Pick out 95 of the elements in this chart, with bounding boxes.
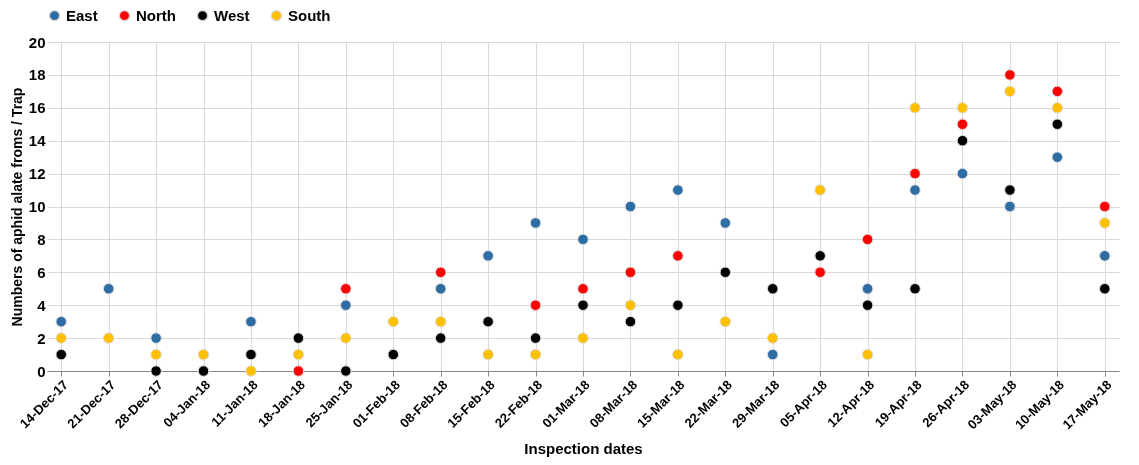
point xyxy=(529,217,542,229)
point xyxy=(624,299,637,311)
point xyxy=(1051,102,1064,114)
point xyxy=(861,283,874,295)
x-axis-title: Inspection dates xyxy=(524,440,643,458)
point xyxy=(434,283,447,295)
point xyxy=(245,348,257,361)
point xyxy=(292,332,305,344)
point xyxy=(150,348,162,361)
y-tick-label: 0 xyxy=(37,362,46,380)
point xyxy=(577,332,589,344)
point xyxy=(292,365,305,377)
y-tick-label: 8 xyxy=(37,230,46,248)
point xyxy=(434,315,447,328)
point xyxy=(766,348,779,361)
y-tick-label: 2 xyxy=(37,329,46,347)
point xyxy=(956,167,969,180)
point xyxy=(482,315,494,328)
point xyxy=(1004,200,1016,213)
point xyxy=(719,315,732,328)
point xyxy=(387,348,400,361)
point xyxy=(150,365,162,377)
point xyxy=(150,332,162,344)
point xyxy=(387,315,400,328)
point xyxy=(672,348,684,361)
point xyxy=(197,365,210,377)
point xyxy=(340,332,352,344)
point xyxy=(1099,200,1111,213)
point xyxy=(814,266,826,279)
y-tick-label: 14 xyxy=(28,132,47,150)
y-tick-label: 18 xyxy=(28,66,46,84)
legend-label: West xyxy=(214,6,250,24)
point xyxy=(529,348,542,361)
point xyxy=(624,315,637,328)
point xyxy=(340,283,352,295)
y-tick-label: 6 xyxy=(37,263,46,281)
point xyxy=(434,332,447,344)
point xyxy=(102,332,115,344)
point xyxy=(672,299,684,311)
point xyxy=(1051,118,1064,130)
point xyxy=(956,102,969,114)
point xyxy=(55,315,67,328)
point xyxy=(482,250,494,262)
point xyxy=(529,332,542,344)
point xyxy=(102,283,115,295)
point xyxy=(55,348,67,361)
point xyxy=(1004,184,1016,196)
point xyxy=(1099,217,1111,229)
point xyxy=(1004,85,1016,98)
point xyxy=(766,283,779,295)
point xyxy=(482,348,494,361)
point xyxy=(909,184,921,196)
point xyxy=(624,266,637,279)
y-tick-label: 4 xyxy=(37,296,47,314)
point xyxy=(577,283,589,295)
point xyxy=(861,299,874,311)
point xyxy=(197,348,210,361)
point xyxy=(1099,250,1111,262)
point xyxy=(1051,85,1064,98)
point xyxy=(624,200,637,213)
point xyxy=(766,332,779,344)
legend-label: South xyxy=(288,6,331,24)
legend-label: North xyxy=(136,6,176,24)
y-tick-label: 20 xyxy=(28,33,46,51)
point xyxy=(529,299,542,311)
point xyxy=(1004,69,1016,81)
point xyxy=(909,102,921,114)
point xyxy=(814,184,826,196)
point xyxy=(1099,283,1111,295)
legend-label: East xyxy=(66,6,98,24)
y-tick-label: 12 xyxy=(28,165,46,183)
point xyxy=(434,266,447,279)
point xyxy=(577,233,589,246)
point xyxy=(1051,151,1064,163)
point xyxy=(292,348,305,361)
point xyxy=(672,184,684,196)
y-tick-label: 16 xyxy=(28,99,46,117)
point xyxy=(861,233,874,246)
point xyxy=(956,134,969,147)
point xyxy=(672,250,684,262)
y-tick-label: 10 xyxy=(28,198,46,215)
point xyxy=(340,299,352,311)
point xyxy=(340,365,352,377)
point xyxy=(55,332,67,344)
point xyxy=(861,348,874,361)
y-axis-title: Numbers of aphid alate froms / Trap xyxy=(8,87,25,327)
point xyxy=(814,250,826,262)
point xyxy=(245,315,257,328)
point xyxy=(245,365,257,377)
point xyxy=(577,299,589,311)
point xyxy=(909,283,921,295)
point xyxy=(956,118,969,130)
point xyxy=(909,167,921,180)
point xyxy=(719,266,732,279)
point xyxy=(719,217,732,229)
